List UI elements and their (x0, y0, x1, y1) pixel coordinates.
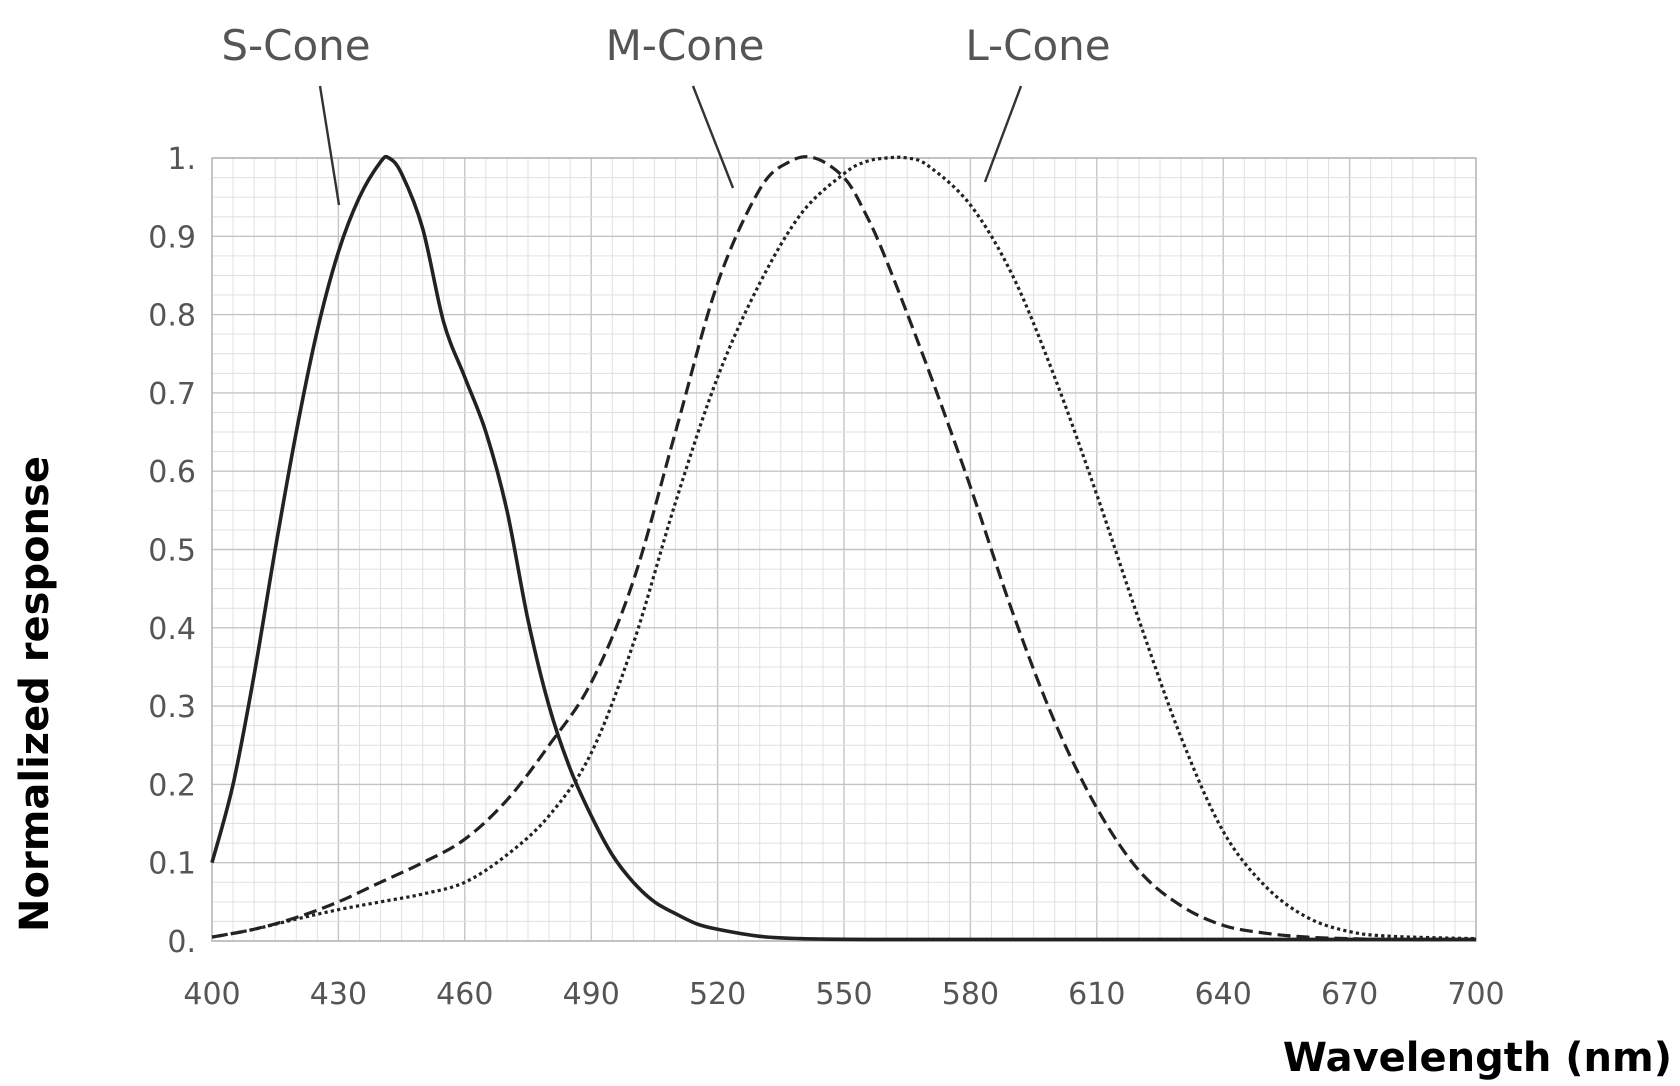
x-tick-label: 460 (436, 977, 493, 1012)
y-tick-label: 0.9 (148, 220, 196, 255)
x-tick-label: 490 (563, 977, 620, 1012)
series-labels: S-Cone M-Cone L-Cone (221, 21, 1111, 206)
x-tick-label: 430 (310, 977, 367, 1012)
y-tick-label: 0.2 (148, 768, 196, 803)
series-line-s-cone (210, 154, 1476, 942)
x-tick-label: 610 (1068, 977, 1125, 1012)
y-tick-label: 0.4 (148, 612, 196, 647)
series-lines (210, 154, 1477, 942)
x-tick-label: 520 (689, 977, 746, 1012)
y-tick-label: 0.6 (148, 455, 196, 490)
leader-line-s-cone (318, 85, 341, 206)
y-tick-label: 0.3 (148, 690, 196, 725)
series-line-l-cone (211, 155, 1477, 941)
x-axis-title: Wavelength (nm) (1283, 1035, 1672, 1081)
x-tick-label: 550 (815, 977, 872, 1012)
x-tick-label: 580 (942, 977, 999, 1012)
series-label-l-cone: L-Cone (965, 21, 1110, 70)
x-tick-label: 400 (183, 977, 240, 1012)
x-tick-label: 670 (1321, 977, 1378, 1012)
y-tick-label: 0.8 (148, 299, 196, 334)
x-tick-label: 640 (1195, 977, 1252, 1012)
y-tick-label: 0.1 (148, 847, 196, 882)
y-axis-title: Normalized response (12, 456, 58, 932)
y-tick-label: 0.5 (148, 534, 196, 569)
leader-line-l-cone (983, 85, 1023, 183)
y-tick-label: 1. (167, 142, 196, 177)
series-label-s-cone: S-Cone (221, 21, 370, 70)
y-axis-ticks: 0. 0.1 0.2 0.3 0.4 0.5 0.6 0.7 0.8 0.9 1. (148, 142, 196, 960)
x-axis-ticks: 400 430 460 490 520 550 580 610 640 670 700 (183, 977, 1504, 1012)
x-tick-label: 700 (1447, 977, 1504, 1012)
series-label-m-cone: M-Cone (606, 21, 765, 70)
grid (211, 157, 1477, 942)
y-tick-label: 0. (167, 925, 196, 960)
series-line-m-cone (211, 155, 1477, 942)
y-tick-label: 0.7 (148, 377, 196, 412)
leader-line-m-cone (691, 85, 735, 189)
